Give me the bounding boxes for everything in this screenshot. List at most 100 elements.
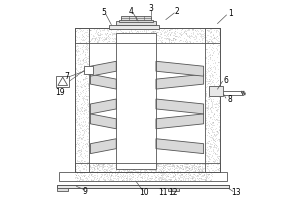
Point <box>177 32 182 35</box>
Point <box>216 115 220 119</box>
Point <box>208 30 213 33</box>
Point <box>210 37 215 40</box>
Point <box>198 28 203 31</box>
Point <box>206 173 210 176</box>
Point <box>84 86 88 90</box>
Point <box>93 37 98 40</box>
Point <box>84 98 88 101</box>
Point <box>205 105 209 108</box>
Point <box>125 43 130 46</box>
Point <box>128 174 133 177</box>
Point <box>209 135 214 138</box>
Point <box>87 134 92 138</box>
Point <box>97 162 102 166</box>
Point <box>203 175 208 178</box>
Point <box>152 177 157 180</box>
Point <box>117 40 122 43</box>
Point <box>154 164 159 167</box>
Point <box>76 134 81 137</box>
Point <box>208 66 212 70</box>
Point <box>118 149 123 153</box>
Point <box>140 140 144 144</box>
Point <box>121 31 126 34</box>
Point <box>80 120 85 123</box>
Point <box>157 168 162 171</box>
Point <box>94 28 98 31</box>
Point <box>87 179 92 182</box>
Point <box>155 38 160 41</box>
Point <box>129 29 134 32</box>
Point <box>133 143 138 146</box>
Point <box>130 167 135 170</box>
Point <box>96 163 101 166</box>
Point <box>203 147 208 151</box>
Point <box>81 57 85 60</box>
Point <box>208 57 212 60</box>
Point <box>92 175 96 179</box>
Point <box>203 127 208 131</box>
Point <box>73 179 78 182</box>
Point <box>75 83 80 87</box>
Point <box>148 163 153 166</box>
Bar <box>205 28 220 171</box>
Point <box>203 177 208 180</box>
Point <box>86 72 91 76</box>
Point <box>213 108 218 111</box>
Point <box>115 120 120 124</box>
Point <box>129 53 134 57</box>
Point <box>115 163 120 166</box>
Point <box>85 142 89 145</box>
Point <box>158 30 162 34</box>
Point <box>207 53 212 56</box>
Point <box>140 57 145 60</box>
Point <box>200 162 205 165</box>
Point <box>76 115 81 118</box>
Point <box>160 167 165 170</box>
Point <box>121 177 126 181</box>
Point <box>123 99 128 102</box>
Point <box>197 165 202 168</box>
Point <box>146 163 151 166</box>
Point <box>207 39 212 43</box>
Point <box>206 159 211 162</box>
Point <box>208 94 213 97</box>
Point <box>171 37 176 40</box>
Point <box>114 84 119 87</box>
Point <box>205 172 210 175</box>
Point <box>163 165 168 169</box>
Point <box>133 173 137 177</box>
Point <box>76 85 81 88</box>
Point <box>190 177 195 180</box>
Point <box>133 45 137 48</box>
Point <box>115 113 120 116</box>
Point <box>119 55 124 59</box>
Point <box>94 30 98 33</box>
Point <box>119 34 124 37</box>
Point <box>109 28 113 31</box>
Point <box>119 33 124 36</box>
Point <box>198 165 203 168</box>
Point <box>145 125 149 128</box>
Point <box>134 165 139 168</box>
Point <box>76 100 81 103</box>
Point <box>116 118 121 122</box>
Point <box>81 44 85 47</box>
Point <box>76 138 80 142</box>
Point <box>124 176 129 179</box>
Point <box>214 133 219 136</box>
Point <box>173 176 178 179</box>
Point <box>114 28 119 32</box>
Point <box>149 34 154 37</box>
Point <box>137 33 142 36</box>
Point <box>208 98 213 101</box>
Point <box>116 150 121 153</box>
Point <box>86 131 91 135</box>
Point <box>172 178 177 181</box>
Point <box>115 175 120 178</box>
Point <box>153 97 158 100</box>
Point <box>139 171 144 175</box>
Point <box>78 147 83 150</box>
Point <box>100 164 105 167</box>
Point <box>81 35 86 39</box>
Point <box>123 33 128 36</box>
